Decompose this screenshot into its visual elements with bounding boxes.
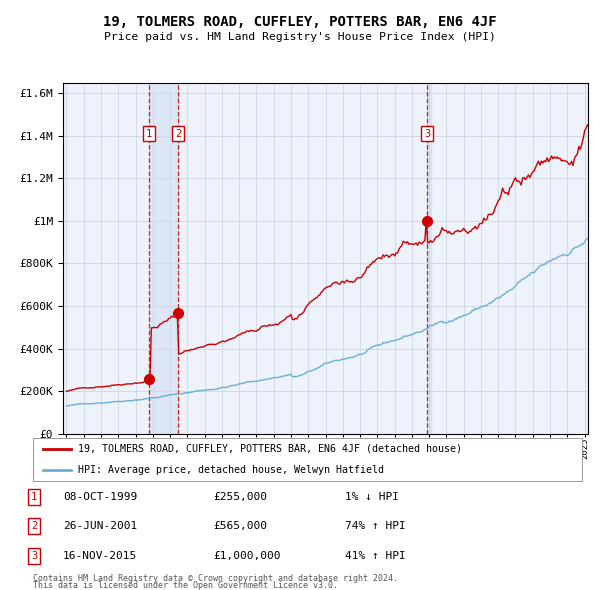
Text: 1% ↓ HPI: 1% ↓ HPI — [345, 492, 399, 502]
Text: 19, TOLMERS ROAD, CUFFLEY, POTTERS BAR, EN6 4JF: 19, TOLMERS ROAD, CUFFLEY, POTTERS BAR, … — [103, 15, 497, 29]
Text: 74% ↑ HPI: 74% ↑ HPI — [345, 522, 406, 531]
Text: Price paid vs. HM Land Registry's House Price Index (HPI): Price paid vs. HM Land Registry's House … — [104, 32, 496, 42]
Bar — [427, 83, 431, 434]
Text: 3: 3 — [424, 129, 430, 139]
Text: 1: 1 — [146, 129, 152, 139]
Text: Contains HM Land Registry data © Crown copyright and database right 2024.: Contains HM Land Registry data © Crown c… — [33, 573, 398, 583]
Text: 3: 3 — [31, 551, 37, 560]
Text: £255,000: £255,000 — [213, 492, 267, 502]
Text: HPI: Average price, detached house, Welwyn Hatfield: HPI: Average price, detached house, Welw… — [78, 465, 384, 475]
Text: 19, TOLMERS ROAD, CUFFLEY, POTTERS BAR, EN6 4JF (detached house): 19, TOLMERS ROAD, CUFFLEY, POTTERS BAR, … — [78, 444, 462, 454]
Text: 08-OCT-1999: 08-OCT-1999 — [63, 492, 137, 502]
Text: £1,000,000: £1,000,000 — [213, 551, 281, 560]
Text: 41% ↑ HPI: 41% ↑ HPI — [345, 551, 406, 560]
Text: 1: 1 — [31, 492, 37, 502]
Bar — [149, 83, 178, 434]
Text: 16-NOV-2015: 16-NOV-2015 — [63, 551, 137, 560]
Text: £565,000: £565,000 — [213, 522, 267, 531]
Text: This data is licensed under the Open Government Licence v3.0.: This data is licensed under the Open Gov… — [33, 581, 338, 590]
Text: 26-JUN-2001: 26-JUN-2001 — [63, 522, 137, 531]
Text: 2: 2 — [31, 522, 37, 531]
Text: 2: 2 — [175, 129, 181, 139]
